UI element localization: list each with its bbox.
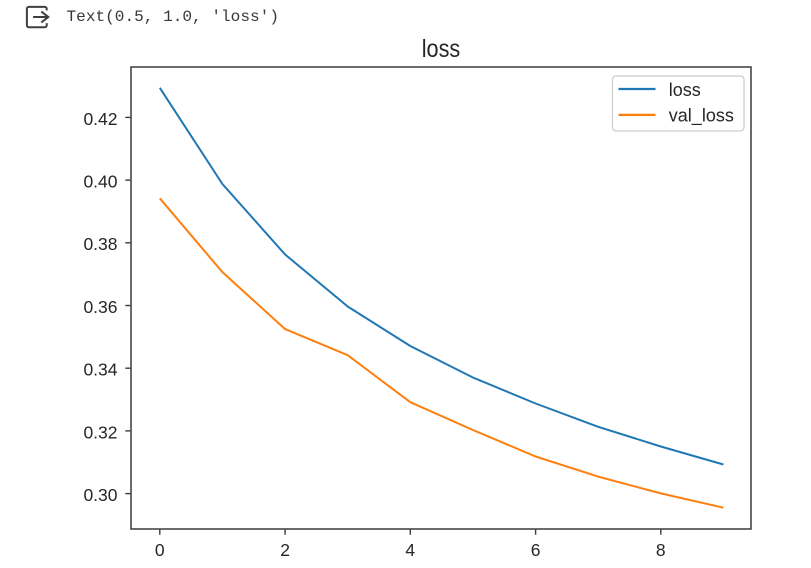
svg-text:4: 4	[405, 540, 415, 560]
svg-text:0.42: 0.42	[83, 109, 117, 129]
svg-text:0.38: 0.38	[83, 234, 117, 254]
svg-text:0: 0	[155, 540, 165, 560]
svg-text:0.34: 0.34	[83, 360, 117, 380]
svg-text:val_loss: val_loss	[669, 105, 734, 126]
svg-text:2: 2	[280, 540, 290, 560]
svg-text:loss: loss	[422, 35, 461, 63]
svg-text:0.32: 0.32	[83, 422, 117, 442]
svg-text:0.30: 0.30	[83, 485, 117, 505]
svg-text:0.36: 0.36	[83, 297, 117, 317]
svg-text:loss: loss	[669, 80, 701, 100]
svg-text:0.40: 0.40	[83, 172, 117, 192]
svg-text:8: 8	[656, 540, 666, 560]
svg-text:Text(0.5, 1.0, 'loss'): Text(0.5, 1.0, 'loss')	[67, 8, 279, 26]
svg-text:6: 6	[531, 540, 541, 560]
